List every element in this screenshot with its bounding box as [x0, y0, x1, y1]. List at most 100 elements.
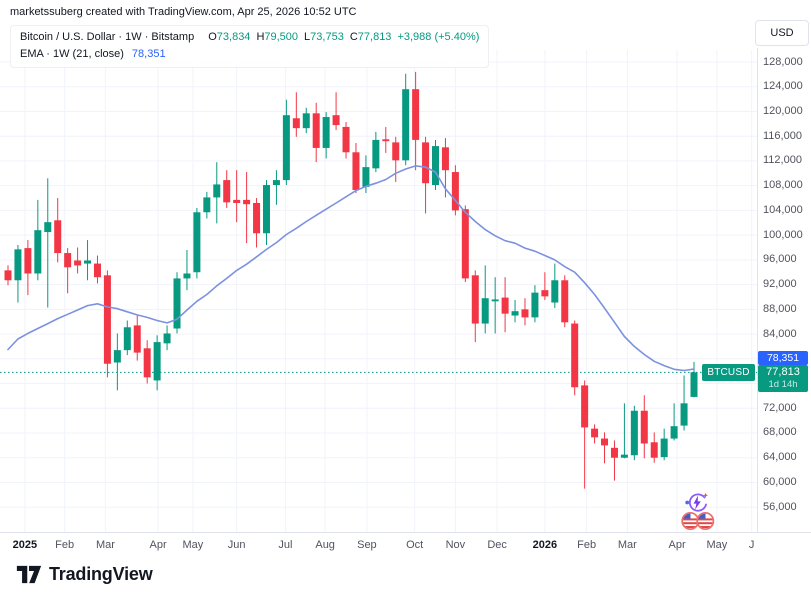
candle-body — [521, 309, 529, 318]
time-tick-label: Feb — [577, 539, 597, 551]
candle-body — [213, 184, 221, 198]
candle-body — [531, 292, 539, 318]
close-value: 77,813 — [357, 31, 392, 43]
price-tick-label: 96,000 — [763, 253, 797, 266]
candle-body — [4, 270, 12, 281]
price-tick-label: 64,000 — [763, 451, 797, 464]
chart-legend[interactable]: Bitcoin / U.S. Dollar · 1W · Bitstamp O73… — [10, 25, 490, 68]
candle-body — [153, 342, 161, 381]
close-key: C — [349, 31, 358, 43]
candle-body — [630, 410, 638, 456]
candle-body — [272, 180, 280, 186]
candle-body — [223, 180, 231, 203]
currency-toggle-button[interactable]: USD — [755, 20, 809, 46]
time-tick-label: May — [182, 539, 204, 551]
candle-body — [262, 185, 270, 234]
candle-body — [610, 447, 618, 458]
candle-body — [372, 139, 380, 169]
candle-body — [571, 323, 579, 388]
legend-symbol-row[interactable]: Bitcoin / U.S. Dollar · 1W · Bitstamp O73… — [20, 29, 479, 46]
high-key: H — [256, 31, 265, 43]
time-tick-label: Apr — [149, 539, 167, 551]
candle-body — [14, 249, 22, 281]
candle-body — [302, 113, 310, 129]
candle-body — [471, 275, 479, 324]
time-tick-label: Oct — [406, 539, 424, 551]
candle-body — [243, 199, 251, 205]
candle-body — [601, 438, 609, 446]
candle-body — [253, 202, 261, 234]
price-tick-label: 84,000 — [763, 327, 797, 340]
candle-body — [133, 325, 141, 353]
low-value: 73,753 — [310, 31, 344, 43]
price-tick-label: 128,000 — [763, 55, 803, 68]
candle-body — [193, 212, 201, 273]
price-tick-label: 72,000 — [763, 401, 797, 414]
candle-body — [74, 260, 82, 266]
candle-body — [461, 209, 469, 279]
lightning-swirl-emoji-icon[interactable] — [685, 492, 709, 514]
price-tick-label: 124,000 — [763, 80, 803, 93]
time-tick-label: Jun — [227, 539, 246, 551]
high-value: 79,500 — [264, 31, 299, 43]
candle-body — [123, 327, 131, 351]
candle-body — [312, 113, 320, 148]
candle-body — [581, 385, 589, 428]
candle-body — [382, 139, 390, 142]
candle-body — [292, 118, 300, 129]
tradingview-logo-link[interactable]: TradingView — [16, 564, 153, 585]
brand-name: TradingView — [49, 564, 153, 584]
ema-line — [7, 165, 695, 372]
candle-body — [441, 147, 449, 171]
time-tick-label: Jul — [278, 539, 293, 551]
price-tick-label: 108,000 — [763, 179, 803, 192]
legend-ema-row[interactable]: EMA · 1W (21, close) 78,351 — [20, 46, 479, 63]
candle-body — [173, 278, 181, 329]
candle-body — [84, 260, 92, 264]
candle-body — [412, 89, 420, 140]
time-tick-label: J — [748, 539, 755, 551]
open-value: 73,834 — [216, 31, 251, 43]
candle-body — [432, 146, 440, 186]
candle-body — [481, 298, 489, 324]
price-tick-label: 68,000 — [763, 426, 797, 439]
candle-body — [352, 152, 360, 190]
price-tick-label: 100,000 — [763, 228, 803, 241]
change-value: +3,988 (+5.40%) — [397, 31, 480, 43]
time-tick-label: 2026 — [532, 539, 558, 551]
ema-value: 78,351 — [131, 48, 166, 60]
candle-body — [541, 290, 549, 297]
time-tick-label: Mar — [617, 539, 637, 551]
candle-body — [640, 410, 648, 444]
candle-body — [54, 220, 62, 254]
candle-body — [183, 273, 191, 279]
candle-body — [670, 426, 678, 439]
candle-body — [233, 199, 241, 203]
time-tick-label: Feb — [55, 539, 75, 551]
time-tick-label: Nov — [445, 539, 466, 551]
candle-body — [680, 403, 688, 426]
candle-body — [143, 348, 151, 378]
time-tick-label: Apr — [668, 539, 686, 551]
candle-body — [93, 263, 101, 278]
price-tick-label: 88,000 — [763, 302, 797, 315]
ema-price-tag: 78,351 — [758, 351, 808, 365]
candle-body — [551, 280, 559, 303]
symbol-title: Bitcoin / U.S. Dollar · 1W · Bitstamp — [20, 31, 195, 43]
candle-body — [620, 454, 628, 458]
ema-label: EMA · 1W (21, close) — [20, 48, 124, 60]
candle-body — [660, 438, 668, 458]
candle-body — [561, 280, 569, 323]
candle-body — [203, 197, 211, 213]
candle-body — [163, 333, 171, 344]
candle-body — [501, 297, 509, 314]
price-tick-label: 116,000 — [763, 129, 802, 142]
candle-body — [113, 350, 121, 363]
time-tick-label: Aug — [315, 539, 335, 551]
candle-body — [282, 115, 290, 181]
candle-body — [332, 115, 340, 126]
tradingview-logo-icon — [16, 565, 42, 584]
double-usa-flag-emoji-icon[interactable] — [680, 508, 716, 534]
